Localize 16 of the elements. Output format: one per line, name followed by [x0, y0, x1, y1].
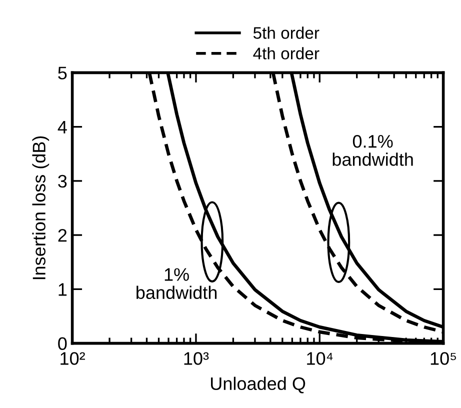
y-tick-label: 0 — [58, 337, 67, 350]
x-tick-label: 10⁴ — [307, 352, 333, 365]
y-tick-label: 3 — [58, 174, 67, 188]
y-tick-label: 1 — [58, 283, 67, 296]
y-tick-label: 5 — [58, 66, 67, 80]
x-tick-label: 10² — [60, 352, 86, 365]
x-axis-title: Unloaded Q — [211, 376, 306, 394]
annotation: 1% bandwidth — [136, 268, 217, 300]
legend-label: 5th order — [253, 26, 320, 39]
y-tick-label: 4 — [58, 120, 67, 134]
y-tick-label: 2 — [58, 228, 67, 242]
x-tick-label: 10⁵ — [430, 352, 456, 365]
annotation: 0.1% bandwidth — [332, 134, 413, 166]
y-axis-title: Insertion loss (dB) — [32, 136, 50, 280]
legend-label: 4th order — [253, 47, 320, 60]
x-tick-label: 10³ — [184, 352, 209, 365]
